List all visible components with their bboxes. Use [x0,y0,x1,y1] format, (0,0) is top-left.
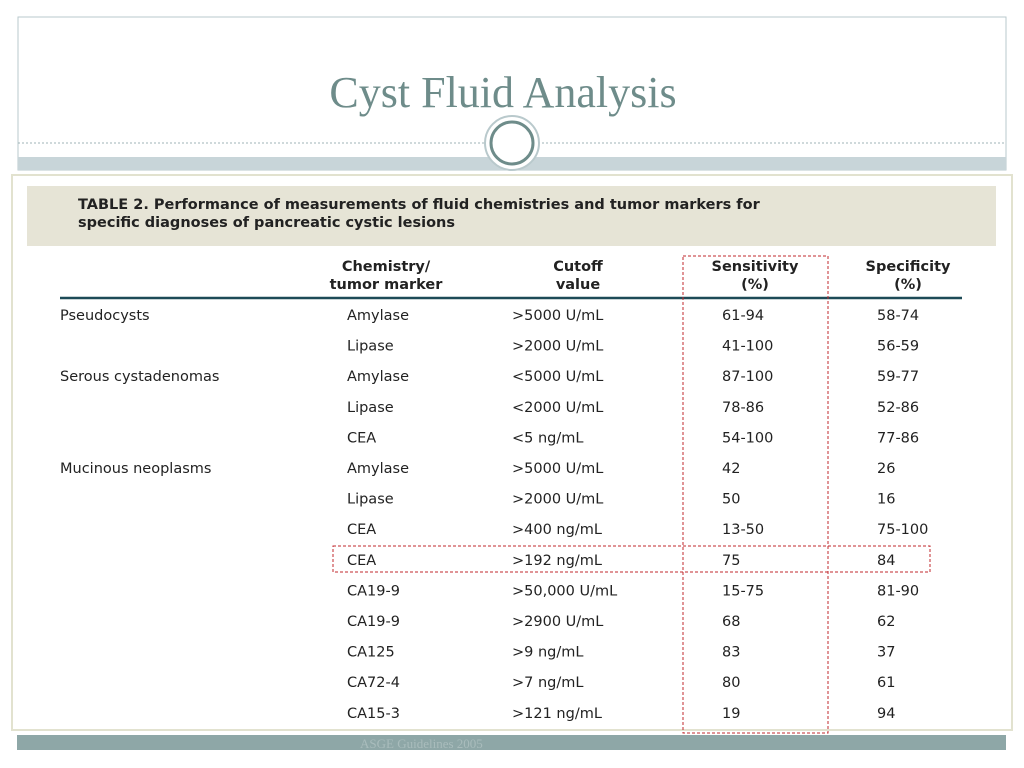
table-cell: 59-77 [877,369,919,385]
table-cell: 56-59 [877,339,919,355]
table-cell: CA15-3 [347,706,400,722]
table-cell: 58-74 [877,308,919,324]
table-cell: <5 ng/mL [512,430,583,446]
table-cell: >192 ng/mL [512,553,602,569]
table-cell: 16 [877,492,895,508]
highlight-column [682,255,829,734]
table-cell: >7 ng/mL [512,675,583,691]
row-label: Pseudocysts [60,308,150,324]
column-header: Chemistry/ [342,259,431,275]
caption-box [27,186,996,246]
table-cell: >5000 U/mL [512,308,603,324]
table-cell: 80 [722,675,740,691]
table-cell: 62 [877,614,895,630]
table-cell: Lipase [347,400,394,416]
table-cell: >2900 U/mL [512,614,603,630]
table-caption: specific diagnoses of pancreatic cystic … [78,215,455,231]
table-cell: 83 [722,645,740,661]
table-cell: >2000 U/mL [512,492,603,508]
table-cell: 41-100 [722,339,773,355]
table-cell: <5000 U/mL [512,369,603,385]
column-header: tumor marker [330,277,444,293]
column-header: (%) [741,277,769,293]
table-cell: CEA [347,430,376,446]
table-cell: Amylase [347,461,409,477]
table-cell: 94 [877,706,895,722]
footer-band [17,735,1006,750]
table-cell: 75-100 [877,522,928,538]
table-cell: 13-50 [722,522,764,538]
table-cell: 15-75 [722,583,764,599]
table-cell: CA19-9 [347,583,400,599]
column-header: value [556,277,601,293]
table-cell: 84 [877,553,895,569]
table-cell: >400 ng/mL [512,522,602,538]
table-cell: 81-90 [877,583,919,599]
table-cell: CEA [347,522,376,538]
table-cell: >50,000 U/mL [512,583,617,599]
table-cell: 50 [722,492,740,508]
table-cell: 61 [877,675,895,691]
table-cell: >121 ng/mL [512,706,602,722]
table-cell: 42 [722,461,740,477]
table-cell: >2000 U/mL [512,339,603,355]
column-header: Sensitivity [712,259,799,275]
slide-title: Cyst Fluid Analysis [329,68,676,117]
highlight-row [332,545,931,573]
table-cell: Amylase [347,369,409,385]
table-cell: <2000 U/mL [512,400,603,416]
table-cell: 75 [722,553,740,569]
column-header: (%) [894,277,922,293]
table-image [11,174,1013,731]
table-cell: 54-100 [722,430,773,446]
table-cell: Amylase [347,308,409,324]
table-cell: Lipase [347,339,394,355]
table-cell: 52-86 [877,400,919,416]
table-cell: 61-94 [722,308,764,324]
row-label: Serous cystadenomas [60,369,219,385]
table-cell: CA19-9 [347,614,400,630]
table-cell: >9 ng/mL [512,645,583,661]
table-cell: 37 [877,645,895,661]
table-caption: TABLE 2. Performance of measurements of … [78,197,761,213]
footer: ASGE Guidelines 2005 [360,736,483,751]
table-cell: >5000 U/mL [512,461,603,477]
table-cell: 26 [877,461,895,477]
table: TABLE 2. Performance of measurements of … [60,197,951,722]
table-cell: 87-100 [722,369,773,385]
ornament [489,120,535,166]
column-header: Cutoff [553,259,603,275]
table-cell: Lipase [347,492,394,508]
table-cell: CA125 [347,645,395,661]
table-cell: CA72-4 [347,675,400,691]
table-cell: 19 [722,706,740,722]
row-label: Mucinous neoplasms [60,461,211,477]
column-header: Specificity [866,259,951,275]
table-cell: 78-86 [722,400,764,416]
table-cell: CEA [347,553,376,569]
table-cell: 77-86 [877,430,919,446]
table-cell: 68 [722,614,740,630]
